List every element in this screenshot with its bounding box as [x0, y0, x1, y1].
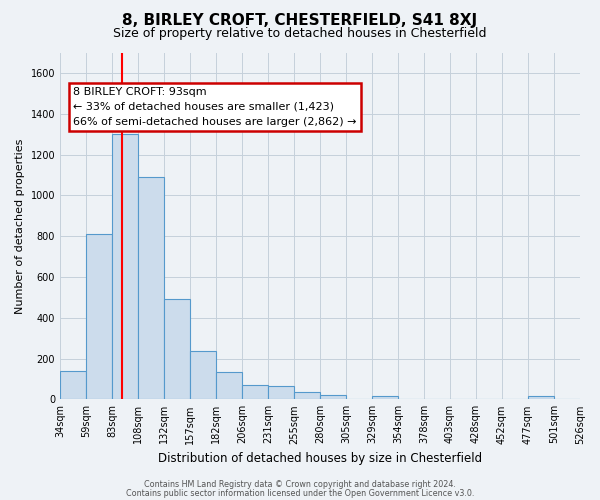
Bar: [294, 392, 320, 400]
Bar: [528, 396, 554, 400]
Bar: [372, 396, 398, 400]
Bar: [216, 372, 242, 400]
Text: Size of property relative to detached houses in Chesterfield: Size of property relative to detached ho…: [113, 28, 487, 40]
Bar: [268, 386, 294, 400]
Y-axis label: Number of detached properties: Number of detached properties: [15, 138, 25, 314]
Text: 8, BIRLEY CROFT, CHESTERFIELD, S41 8XJ: 8, BIRLEY CROFT, CHESTERFIELD, S41 8XJ: [122, 12, 478, 28]
Bar: [320, 395, 346, 400]
Text: Contains HM Land Registry data © Crown copyright and database right 2024.: Contains HM Land Registry data © Crown c…: [144, 480, 456, 489]
Text: 8 BIRLEY CROFT: 93sqm
← 33% of detached houses are smaller (1,423)
66% of semi-d: 8 BIRLEY CROFT: 93sqm ← 33% of detached …: [73, 87, 356, 127]
Bar: [164, 300, 190, 400]
Bar: [242, 385, 268, 400]
Bar: [60, 370, 86, 400]
Bar: [112, 134, 138, 400]
Bar: [190, 352, 216, 400]
Bar: [138, 177, 164, 400]
Bar: [86, 234, 112, 400]
X-axis label: Distribution of detached houses by size in Chesterfield: Distribution of detached houses by size …: [158, 452, 482, 465]
Text: Contains public sector information licensed under the Open Government Licence v3: Contains public sector information licen…: [126, 488, 474, 498]
